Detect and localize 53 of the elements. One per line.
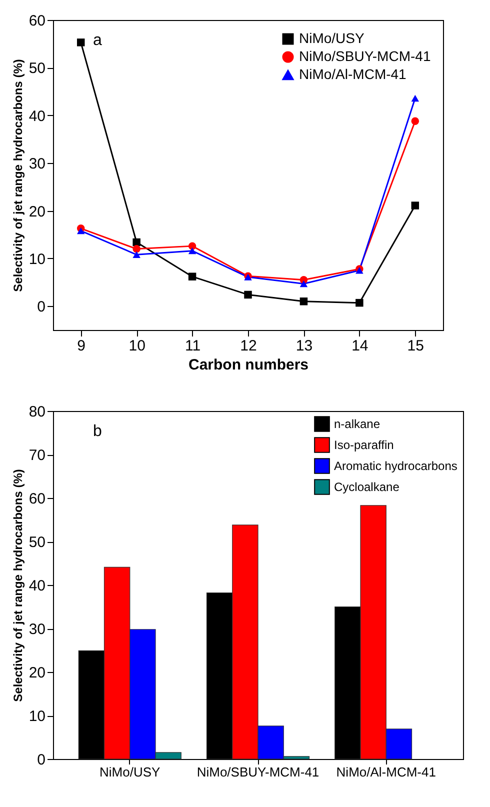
x-tick-label: 12 <box>240 338 257 354</box>
point <box>76 227 85 234</box>
y-tick-label: 50 <box>28 534 46 551</box>
x-axis-title: Carbon numbers <box>188 356 309 374</box>
point <box>132 238 140 246</box>
x-tick-label: NiMo/SBUY-MCM-41 <box>196 764 320 780</box>
y-tick-label: 20 <box>28 203 46 220</box>
point <box>188 272 196 280</box>
legend-label: n-alkane <box>334 417 380 431</box>
y-tick-label: 30 <box>28 156 46 173</box>
y-tick-label: 80 <box>28 404 46 420</box>
point <box>356 298 364 307</box>
point <box>411 202 420 210</box>
x-tick-label: 14 <box>352 338 368 354</box>
point <box>132 251 140 258</box>
point <box>411 117 420 125</box>
x-tick-label: 13 <box>296 338 313 354</box>
legend-label: NiMo/SBUY-MCM-41 <box>299 48 431 64</box>
y-axis-title: Selectivity of jet range hydrocarbons (%) <box>10 59 25 292</box>
point <box>76 38 85 46</box>
legend-label: Aromatic hydrocarbons <box>334 459 458 473</box>
y-tick-label: 50 <box>28 60 46 78</box>
legend-label: Cycloalkane <box>334 480 400 494</box>
y-tick-label: 0 <box>37 752 46 768</box>
point <box>300 280 308 288</box>
legend-label: NiMo/Al-MCM-41 <box>299 66 407 82</box>
point <box>300 298 308 306</box>
y-axis-title: Selectivity of jet range hydrocarbons (%) <box>10 469 25 702</box>
x-tick-label: 15 <box>407 338 424 354</box>
x-tick-label: 11 <box>184 338 201 354</box>
y-tick-label: 40 <box>28 108 46 125</box>
y-tick-label: 40 <box>28 578 46 594</box>
annotation: a <box>93 32 102 49</box>
y-tick-label: 70 <box>28 447 46 464</box>
x-tick-label: 10 <box>128 338 146 354</box>
y-tick-label: 0 <box>37 298 46 316</box>
point <box>244 290 252 299</box>
y-tick-label: 30 <box>28 621 46 638</box>
point <box>188 247 196 254</box>
point <box>132 245 140 253</box>
annotation: b <box>93 423 102 440</box>
y-tick-label: 20 <box>28 664 46 682</box>
point <box>411 94 420 102</box>
x-tick-label: 9 <box>77 338 86 354</box>
point <box>188 242 196 250</box>
legend-label: NiMo/USY <box>299 30 366 46</box>
y-tick-label: 10 <box>28 250 46 268</box>
x-tick-label: NiMo/USY <box>100 764 161 780</box>
y-tick-label: 60 <box>28 12 46 30</box>
legend-label: Iso-paraffin <box>334 438 394 452</box>
y-tick-label: 10 <box>28 708 46 725</box>
y-tick-label: 60 <box>28 490 46 508</box>
x-tick-label: NiMo/Al-MCM-41 <box>336 764 436 780</box>
